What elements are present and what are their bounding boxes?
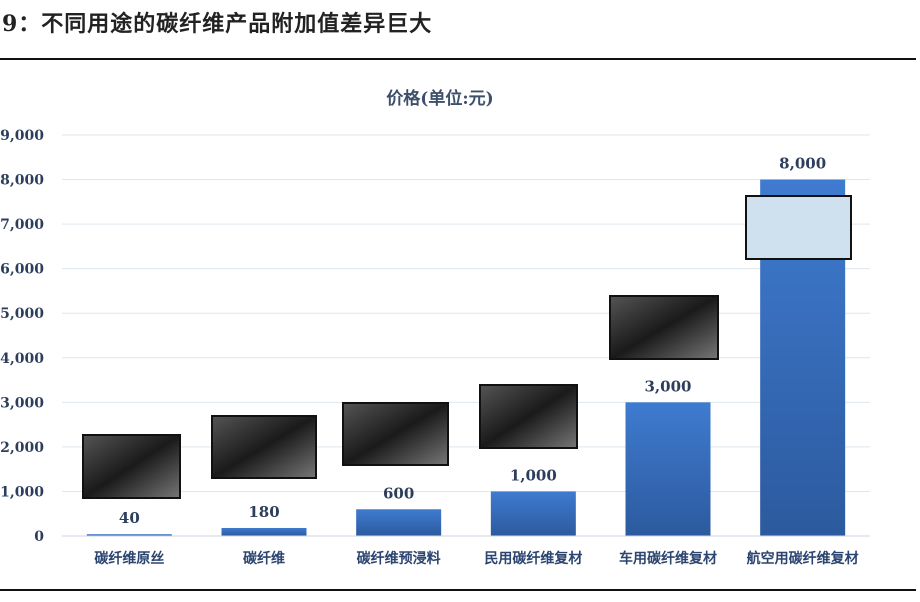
aircraft-wing-photo [745,195,852,260]
data-label: 8,000 [779,155,826,173]
bottom-rule [0,589,916,591]
bar [356,509,442,536]
data-label: 3,000 [645,377,692,395]
data-label: 180 [248,503,279,521]
y-tick-label: 8,000 [0,173,44,189]
y-tick-label: 9,000 [0,128,44,144]
carbon-fiber-precursor-photo [82,434,181,499]
bar [221,527,307,536]
y-tick-label: 4,000 [0,351,44,367]
figure-title: 9：不同用途的碳纤维产品附加值差异巨大 [2,11,433,37]
x-tick-label: 碳纤维预浸料 [357,550,441,567]
bar [625,402,711,536]
y-tick-label: 7,000 [0,217,44,233]
data-label: 1,000 [510,466,557,484]
data-label: 40 [119,509,140,527]
bar [86,534,172,536]
y-tick-label: 2,000 [0,440,44,456]
y-tick-label: 3,000 [0,395,44,411]
x-tick-label: 航空用碳纤维复材 [747,550,859,567]
x-tick-label: 碳纤维 [243,550,285,567]
data-label: 600 [383,484,414,502]
car-chassis-photo [609,295,719,360]
bar [490,491,576,536]
y-tick-label: 6,000 [0,262,44,278]
top-rule [0,58,916,60]
carbon-fiber-spools-photo [211,415,317,479]
y-tick-label: 0 [34,529,44,545]
carbon-tubes-photo [479,384,578,449]
y-tick-label: 1,000 [0,484,44,500]
x-tick-label: 车用碳纤维复材 [619,550,717,567]
y-tick-label: 5,000 [0,306,44,322]
x-tick-label: 碳纤维原丝 [94,550,164,567]
chart-title: 价格(单位:元) [386,88,493,109]
prepreg-rolls-photo [342,402,449,466]
x-tick-label: 民用碳纤维复材 [484,550,582,567]
